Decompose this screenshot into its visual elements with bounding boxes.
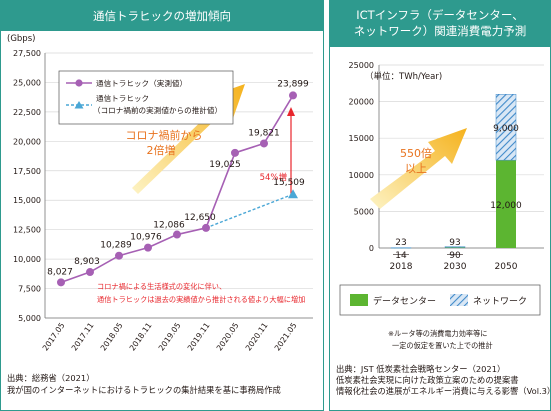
traffic-x-tick-label: 2019.11 [186, 321, 212, 353]
traffic-x-tick-label: 2021.05 [273, 321, 299, 353]
legend-network-swatch [450, 294, 468, 306]
traffic-y-tick-label: 20,000 [13, 137, 41, 146]
traffic-source-line1: 出典：総務省（2021） [7, 373, 95, 383]
power-bar-chart: （単位：TWh/Year) 0500010000150002000025000 … [339, 61, 544, 350]
actual-data-label: 10,976 [130, 233, 162, 243]
traffic-source-line2: 我が国のインターネットにおけるトラヒックの集計結果を基に事務局作成 [7, 385, 281, 395]
growth-annotation-line2: 2倍増 [147, 143, 176, 157]
estimate-series-line [205, 193, 294, 229]
actual-data-label: 12,650 [184, 213, 216, 223]
actual-point [289, 91, 297, 100]
network-bar [444, 246, 466, 248]
actual-point [144, 243, 152, 252]
power-panel-title-line1: ICTインフラ（データセンター、 [356, 8, 524, 22]
datacenter-bar [496, 160, 516, 248]
legend-network-label: ネットワーク [473, 296, 527, 307]
power-growth-annotation-line2: 以上 [405, 162, 427, 175]
network-data-label: 93 [449, 238, 460, 248]
power-x-tick-label: 2050 [495, 262, 518, 272]
actual-point [231, 148, 239, 157]
traffic-y-tick-label: 15,000 [13, 196, 41, 205]
datacenter-data-label: 12,000 [490, 201, 522, 211]
traffic-x-tick-label: 2018.05 [99, 321, 125, 353]
power-x-tick-label: 2030 [444, 262, 467, 272]
power-y-tick-label: 15000 [349, 134, 374, 143]
power-y-tick-label: 20000 [349, 98, 374, 107]
traffic-x-tick-label: 2020.05 [215, 321, 241, 353]
power-panel-title-line2: ネットワーク）関連消費電力予測 [353, 24, 527, 38]
actual-data-label: 10,289 [100, 241, 132, 251]
power-y-axis-unit: （単位：TWh/Year) [365, 71, 442, 82]
power-growth-arrow [370, 128, 467, 209]
network-data-label: 9,000 [493, 124, 519, 134]
traffic-x-tick-label: 2017.05 [41, 321, 67, 353]
traffic-legend: 通信トラヒック（実測値） 通信トラヒック （コロナ禍前の実測値からの推計値） [58, 70, 234, 125]
power-source-line3: 情報化社会の進展がエネルギー消費に与える影響（Vol.3） [336, 386, 551, 396]
power-y-tick-label: 25000 [349, 61, 374, 70]
actual-point [173, 230, 181, 239]
power-source-line1: 出典：JST 低炭素社会戦略センター（2021） [336, 364, 506, 374]
power-source-line2: 低炭素社会実現に向けた政策立案のための提案書 [336, 375, 519, 385]
increase-arrowhead [287, 107, 295, 116]
power-x-tick-label: 2018 [390, 262, 413, 272]
traffic-x-tick-label: 2019.05 [157, 321, 183, 353]
power-panel-title: ICTインフラ（データセンター、 ネットワーク）関連消費電力予測 [330, 1, 550, 47]
estimate-data-label: 15,509 [273, 178, 305, 188]
traffic-y-tick-label: 17,500 [13, 167, 41, 176]
datacenter-bar [445, 247, 465, 248]
traffic-y-axis-unit: (Gbps) [7, 34, 35, 44]
actual-data-label: 19,025 [209, 160, 241, 170]
actual-point [115, 251, 123, 260]
estimate-point [288, 189, 298, 199]
power-growth-annotation-line1: 550倍 [400, 146, 432, 160]
traffic-x-tick-label: 2017.11 [70, 321, 96, 353]
increase-annotation: 54%増 [260, 172, 287, 183]
actual-data-label: 23,899 [277, 79, 309, 89]
legend-actual-marker [75, 79, 83, 87]
covid-note-line2: 通信トラヒックは過去の実績値から推計される値より大幅に増加 [97, 295, 305, 304]
actual-point [202, 223, 210, 232]
legend-datacenter-label: データセンター [373, 295, 436, 307]
power-y-tick-label: 5000 [354, 207, 374, 216]
power-legend: データセンター ネットワーク [339, 284, 541, 316]
traffic-y-tick-label: 22,500 [13, 108, 41, 117]
covid-note-line1: コロナ禍による生活様式の変化に伴い、 [97, 282, 226, 291]
traffic-y-tick-label: 5,000 [18, 314, 41, 323]
traffic-panel-title: 通信トラヒックの増加傾向 [1, 1, 323, 31]
traffic-y-tick-label: 7,500 [18, 285, 41, 294]
legend-estimate-label-line2: （コロナ禍前の実測値からの推計値） [93, 105, 222, 115]
power-note-line2: 一定の仮定を置いた上での推計 [392, 341, 493, 350]
legend-actual-label: 通信トラヒック（実測値） [96, 78, 187, 88]
network-data-label: 23 [395, 238, 406, 248]
traffic-panel: 通信トラヒックの増加傾向 (Gbps) 5,000 7,500 10,000 12,5… [0, 0, 324, 411]
datacenter-data-label: 90 [449, 251, 461, 261]
traffic-x-tick-label: 2018.11 [128, 321, 154, 353]
traffic-x-tick-label: 2020.11 [244, 321, 270, 353]
legend-estimate-label-line1: 通信トラヒック [96, 93, 149, 103]
network-bar [495, 94, 517, 161]
actual-data-label: 12,086 [153, 221, 185, 231]
actual-data-label: 19,821 [248, 128, 280, 138]
traffic-legend-box [58, 70, 234, 125]
actual-data-label: 8,027 [47, 267, 73, 277]
power-y-tick-label: 0 [369, 244, 374, 253]
traffic-y-tick-label: 25,000 [13, 78, 41, 87]
legend-datacenter-swatch [350, 294, 368, 306]
power-legend-box [339, 284, 541, 316]
power-y-tick-label: 10000 [349, 171, 374, 180]
actual-point [57, 278, 65, 287]
actual-data-label: 8,903 [74, 257, 100, 267]
traffic-y-tick-label: 10,000 [13, 255, 41, 264]
traffic-line-chart: (Gbps) 5,000 7,500 10,000 12,500 15,000 17,50… [7, 34, 313, 353]
traffic-y-tick-label: 12,500 [13, 226, 41, 235]
datacenter-data-label: 14 [395, 251, 407, 261]
legend-estimate-marker [74, 101, 84, 109]
actual-point [86, 268, 94, 277]
power-panel: ICTインフラ（データセンター、 ネットワーク）関連消費電力予測 （単位：TWh… [329, 0, 551, 411]
power-note-line1: ※ルータ等の消費電力効率等に [388, 329, 487, 338]
growth-annotation-line1: コロナ禍前から [126, 128, 203, 142]
actual-point [260, 139, 268, 148]
traffic-y-tick-label: 27,500 [13, 49, 41, 58]
